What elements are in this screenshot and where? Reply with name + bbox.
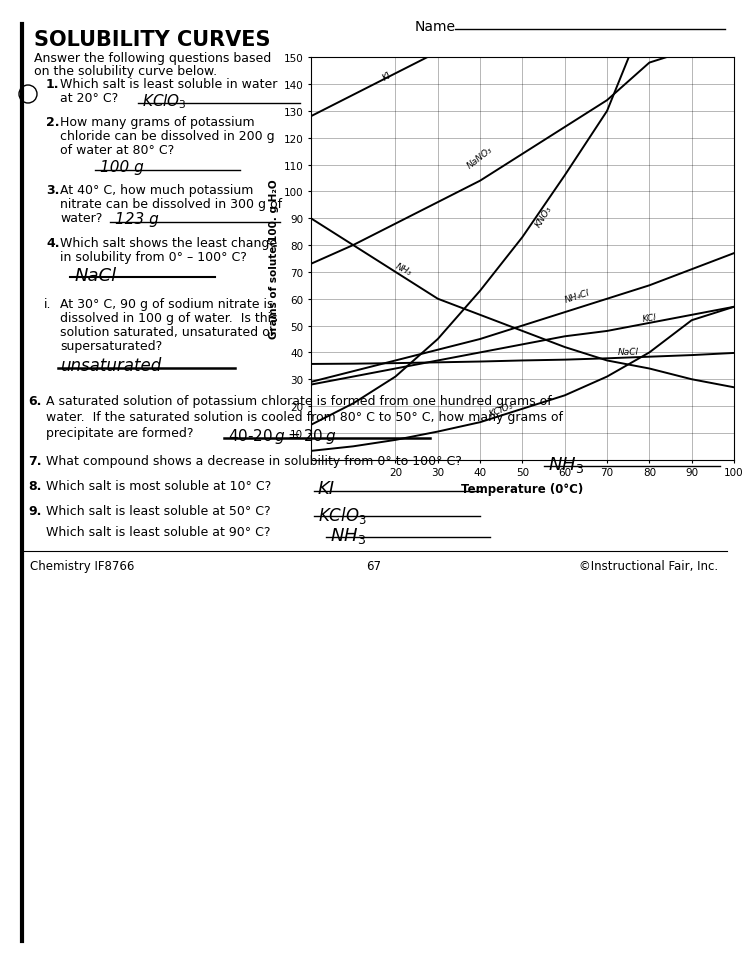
Text: NaCl: NaCl — [75, 266, 117, 285]
Text: 2.: 2. — [46, 116, 59, 129]
Text: 123 g: 123 g — [115, 212, 159, 227]
Text: 9.: 9. — [28, 505, 41, 517]
Text: SOLUBILITY CURVES: SOLUBILITY CURVES — [34, 30, 270, 50]
Text: KClO₃: KClO₃ — [488, 400, 515, 419]
Text: KNO₃: KNO₃ — [533, 204, 554, 229]
Text: 7.: 7. — [28, 454, 41, 467]
Text: A saturated solution of potassium chlorate is formed from one hundred grams of: A saturated solution of potassium chlora… — [46, 394, 552, 408]
Text: i.: i. — [44, 297, 52, 311]
Text: What compound shows a decrease in solubility from 0° to 100° C?: What compound shows a decrease in solubi… — [46, 454, 462, 467]
Text: NH₄Cl: NH₄Cl — [564, 289, 591, 305]
Text: NaCl: NaCl — [618, 347, 639, 357]
Text: NH₃: NH₃ — [394, 262, 413, 278]
Text: 4.: 4. — [46, 236, 59, 250]
Text: Answer the following questions based: Answer the following questions based — [34, 52, 271, 65]
Text: $KClO_3$: $KClO_3$ — [142, 92, 187, 110]
Text: Which salt is most soluble at 10° C?: Which salt is most soluble at 10° C? — [46, 480, 271, 492]
Text: At 40° C, how much potassium: At 40° C, how much potassium — [60, 184, 253, 197]
Text: 1.: 1. — [46, 78, 59, 91]
Text: 6.: 6. — [28, 394, 41, 408]
Text: How many grams of potassium: How many grams of potassium — [60, 116, 255, 129]
Text: Name: Name — [415, 20, 456, 34]
Text: $NH_3$: $NH_3$ — [330, 525, 366, 546]
Text: ©Instructional Fair, Inc.: ©Instructional Fair, Inc. — [579, 559, 718, 573]
Text: chloride can be dissolved in 200 g: chloride can be dissolved in 200 g — [60, 130, 275, 142]
Text: 100 g: 100 g — [100, 160, 144, 174]
Text: on the solubility curve below.: on the solubility curve below. — [34, 65, 217, 78]
Text: in solubility from 0° – 100° C?: in solubility from 0° – 100° C? — [60, 251, 247, 264]
Text: solution saturated, unsaturated or: solution saturated, unsaturated or — [60, 326, 275, 338]
Text: $40\text{-}20\,g = 20\,g$: $40\text{-}20\,g = 20\,g$ — [228, 426, 336, 446]
Text: supersaturated?: supersaturated? — [60, 340, 163, 353]
Text: $KClO_3$: $KClO_3$ — [318, 505, 367, 525]
Text: 8.: 8. — [28, 480, 41, 492]
Text: precipitate are formed?: precipitate are formed? — [46, 426, 193, 440]
Text: Chemistry IF8766: Chemistry IF8766 — [30, 559, 134, 573]
Y-axis label: Grams of solute/100. g H₂O: Grams of solute/100. g H₂O — [270, 179, 279, 339]
Text: KI: KI — [381, 71, 393, 83]
Text: unsaturated: unsaturated — [60, 357, 161, 375]
Text: Which salt shows the least change: Which salt shows the least change — [60, 236, 277, 250]
Text: nitrate can be dissolved in 300 g of: nitrate can be dissolved in 300 g of — [60, 198, 282, 211]
Text: of water at 80° C?: of water at 80° C? — [60, 143, 175, 157]
X-axis label: Temperature (0°C): Temperature (0°C) — [461, 482, 583, 495]
Text: $NH_3$: $NH_3$ — [548, 454, 584, 475]
Text: Which salt is least soluble at 90° C?: Which salt is least soluble at 90° C? — [46, 525, 270, 539]
Text: 3.: 3. — [46, 184, 59, 197]
Text: At 30° C, 90 g of sodium nitrate is: At 30° C, 90 g of sodium nitrate is — [60, 297, 273, 311]
Text: water?: water? — [60, 212, 103, 225]
Text: 67: 67 — [366, 559, 381, 573]
Text: dissolved in 100 g of water.  Is this: dissolved in 100 g of water. Is this — [60, 312, 278, 325]
Text: water.  If the saturated solution is cooled from 80° C to 50° C, how many grams : water. If the saturated solution is cool… — [46, 411, 563, 423]
Text: Which salt is least soluble at 50° C?: Which salt is least soluble at 50° C? — [46, 505, 270, 517]
Text: KCl: KCl — [642, 313, 657, 324]
Text: at 20° C?: at 20° C? — [60, 92, 118, 105]
Text: KI: KI — [318, 480, 335, 497]
Text: NaNO₃: NaNO₃ — [466, 144, 494, 170]
Text: Which salt is least soluble in water: Which salt is least soluble in water — [60, 78, 277, 91]
